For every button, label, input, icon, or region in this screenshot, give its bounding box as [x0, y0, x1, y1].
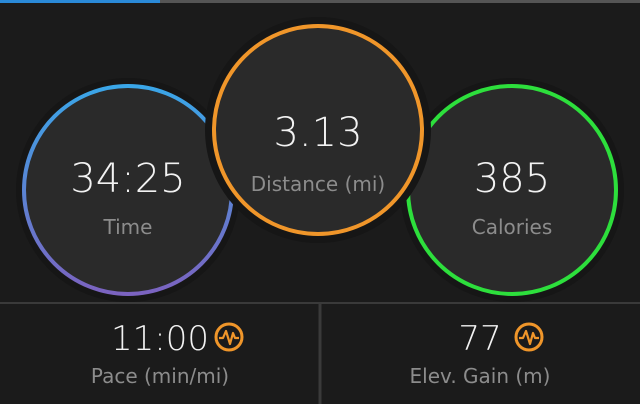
stat-label: Distance (mi)	[251, 172, 385, 196]
pace-detail: 11:00 Pace (min/mi)	[91, 319, 244, 388]
detail-value: 11:00	[111, 319, 209, 359]
time-stat: 34:25 Time	[16, 78, 240, 302]
stat-label: Calories	[472, 215, 553, 239]
distance-stat: 3.13 Distance (mi)	[205, 17, 431, 243]
stat-value: 3.13	[273, 110, 362, 156]
tab-track	[0, 0, 640, 3]
calories-stat: 385 Calories	[400, 78, 624, 302]
detail-label: Pace (min/mi)	[91, 364, 229, 388]
detail-value: 77	[458, 319, 501, 359]
chart-icon[interactable]	[514, 322, 544, 352]
detail-label: Elev. Gain (m)	[410, 364, 551, 388]
stat-label: Time	[103, 215, 153, 239]
stat-ring	[212, 24, 424, 236]
tab-indicator	[0, 0, 160, 3]
stat-value: 385	[474, 156, 550, 202]
stat-value: 34:25	[70, 156, 185, 202]
elevation-detail: 77 Elev. Gain (m)	[410, 319, 551, 388]
chart-icon[interactable]	[214, 322, 244, 352]
